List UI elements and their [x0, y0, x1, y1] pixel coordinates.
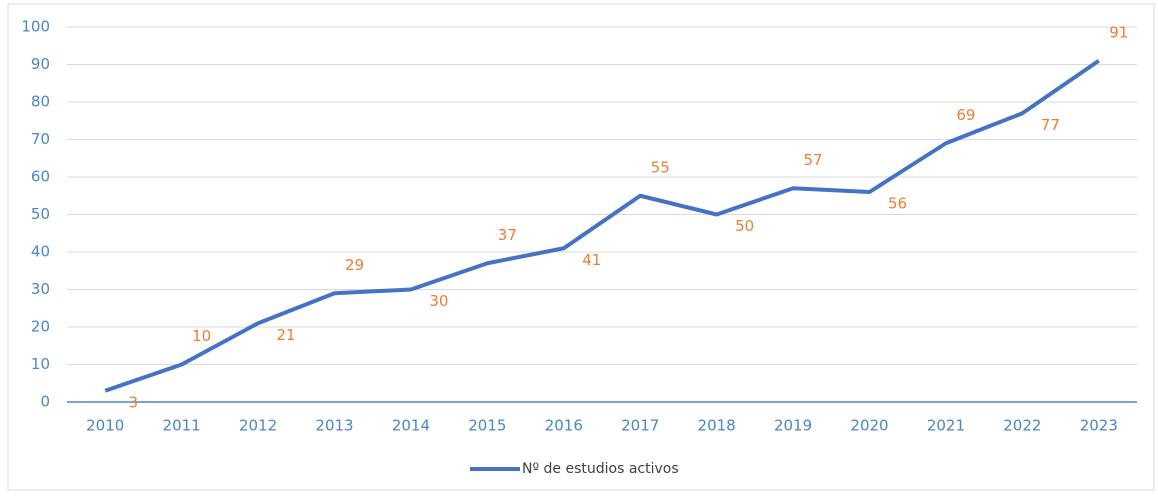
x-tick-label: 2013 — [315, 417, 353, 435]
x-tick-label: 2014 — [392, 417, 430, 435]
data-label: 21 — [277, 326, 296, 344]
y-tick-label: 100 — [21, 18, 50, 36]
y-tick-label: 10 — [31, 355, 50, 373]
y-tick-label: 60 — [31, 168, 50, 186]
data-label: 55 — [651, 158, 670, 176]
data-label: 50 — [735, 217, 754, 235]
x-tick-label: 2011 — [163, 417, 201, 435]
x-tick-label: 2015 — [468, 417, 506, 435]
x-tick-label: 2010 — [86, 417, 124, 435]
data-label: 30 — [429, 292, 448, 310]
data-label: 41 — [582, 251, 601, 269]
y-tick-label: 80 — [31, 93, 50, 111]
y-tick-label: 70 — [31, 130, 50, 148]
x-tick-label: 2021 — [927, 417, 965, 435]
x-tick-label: 2022 — [1003, 417, 1041, 435]
data-label: 57 — [804, 151, 823, 169]
legend-label: Nº de estudios activos — [522, 461, 679, 477]
x-tick-label: 2017 — [621, 417, 659, 435]
data-label: 37 — [498, 226, 517, 244]
y-tick-label: 30 — [31, 280, 50, 298]
data-label: 56 — [888, 195, 907, 213]
y-tick-label: 0 — [40, 393, 50, 411]
x-tick-label: 2018 — [698, 417, 736, 435]
data-line — [104, 59, 1100, 393]
data-label: 69 — [956, 106, 975, 124]
x-tick-label: 2016 — [545, 417, 583, 435]
x-tick-label: 2023 — [1080, 417, 1118, 435]
data-label: 3 — [128, 393, 138, 411]
x-tick-label: 2019 — [774, 417, 812, 435]
data-label: 77 — [1041, 116, 1060, 134]
x-tick-label: 2012 — [239, 417, 277, 435]
data-label: 10 — [192, 327, 211, 345]
chart-frame — [7, 3, 1155, 491]
y-tick-label: 40 — [31, 243, 50, 261]
y-tick-label: 90 — [31, 55, 50, 73]
x-tick-label: 2020 — [850, 417, 888, 435]
y-tick-label: 50 — [31, 205, 50, 223]
data-label: 91 — [1109, 23, 1128, 41]
data-label: 29 — [345, 256, 364, 274]
y-tick-label: 20 — [31, 318, 50, 336]
